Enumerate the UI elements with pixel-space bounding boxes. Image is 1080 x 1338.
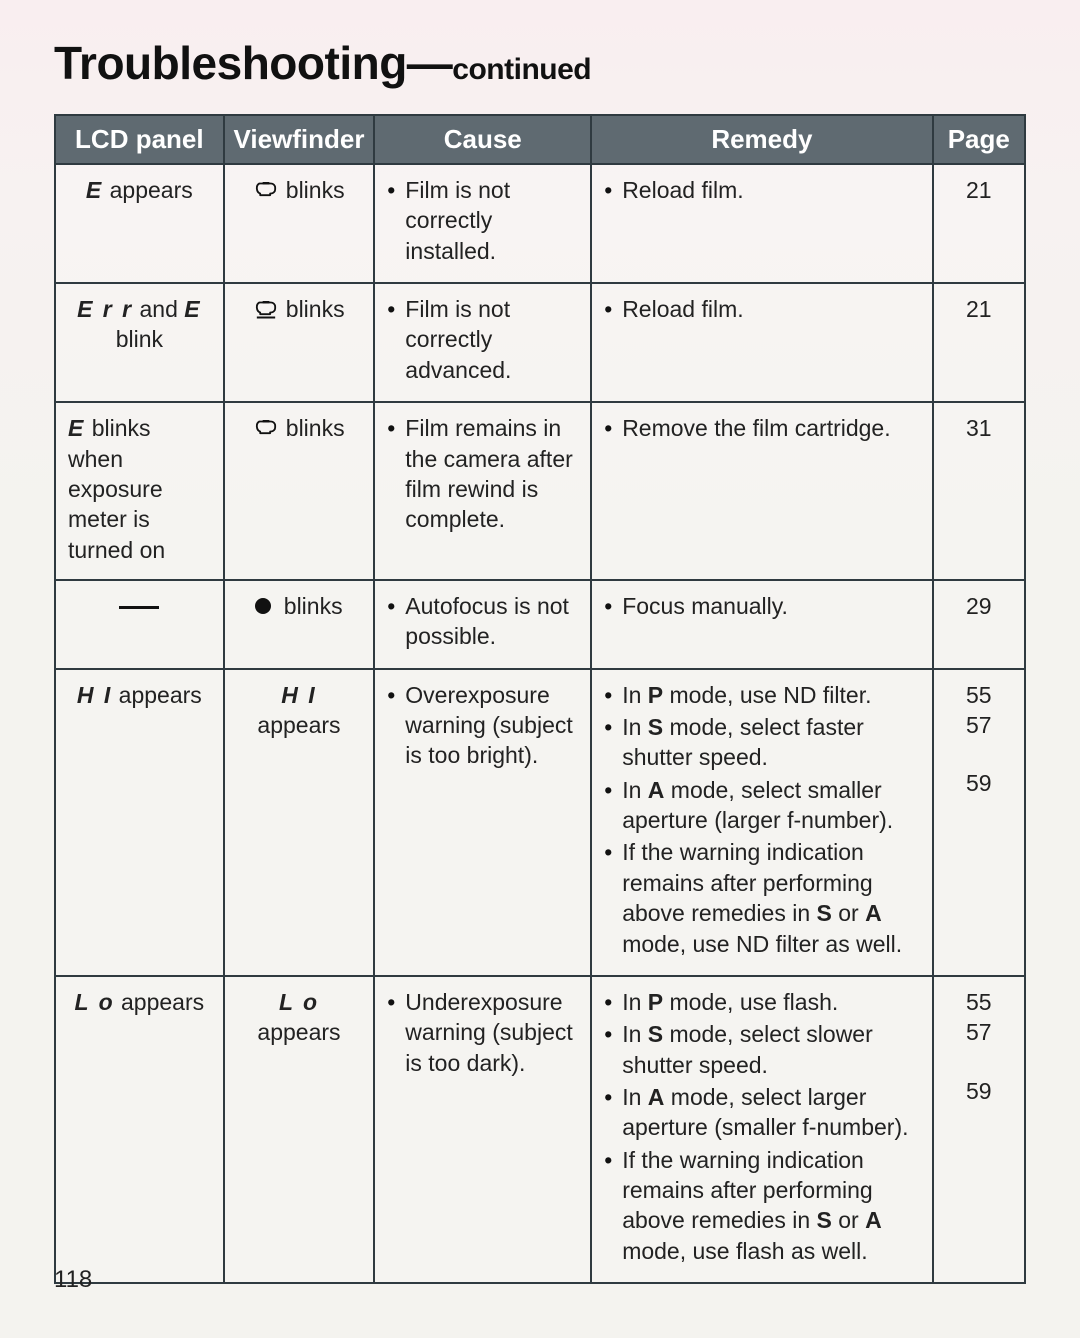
bullet-item: In S mode, select slower shutter speed. bbox=[604, 1019, 919, 1080]
page-cell: 5557 59 bbox=[933, 669, 1025, 976]
col-page: Page bbox=[933, 115, 1025, 164]
title-main: Troubleshooting— bbox=[54, 37, 452, 89]
col-lcd: LCD panel bbox=[55, 115, 224, 164]
table-row: E blinks when exposure meter is turned o… bbox=[55, 402, 1025, 580]
viewfinder-cell: blinks bbox=[224, 283, 375, 402]
table-row: E appears blinksFilm is not correctly in… bbox=[55, 164, 1025, 283]
page-cell: 29 bbox=[933, 580, 1025, 669]
dash-icon bbox=[119, 606, 159, 609]
viewfinder-cell: blinks bbox=[224, 164, 375, 283]
page-ref: 59 bbox=[946, 768, 1012, 798]
page-ref: 21 bbox=[946, 294, 1012, 324]
cartridge-icon bbox=[253, 296, 279, 322]
table-row: H I appearsH I appearsOverexposure warni… bbox=[55, 669, 1025, 976]
focus-dot-icon bbox=[255, 598, 271, 614]
bullet-item: In P mode, use ND filter. bbox=[604, 680, 919, 710]
bullet-item: In P mode, use flash. bbox=[604, 987, 919, 1017]
table-header-row: LCD panel Viewfinder Cause Remedy Page bbox=[55, 115, 1025, 164]
cause-cell: Film is not correctly installed. bbox=[374, 164, 591, 283]
lcd-cell: L o appears bbox=[55, 976, 224, 1283]
bullet-item: Autofocus is not possible. bbox=[387, 591, 578, 652]
table-row: L o appearsL o appearsUnderexposure warn… bbox=[55, 976, 1025, 1283]
remedy-cell: In P mode, use ND filter.In S mode, sele… bbox=[591, 669, 932, 976]
bullet-item: Film is not correctly advanced. bbox=[387, 294, 578, 385]
remedy-cell: Reload film. bbox=[591, 283, 932, 402]
bullet-item: Overexposure warning (subject is too bri… bbox=[387, 680, 578, 771]
bullet-item: Film remains in the camera after film re… bbox=[387, 413, 578, 534]
col-remedy: Remedy bbox=[591, 115, 932, 164]
page-cell: 31 bbox=[933, 402, 1025, 580]
bullet-item: Focus manually. bbox=[604, 591, 919, 621]
bullet-item: In A mode, select larger aperture (small… bbox=[604, 1082, 919, 1143]
remedy-cell: Remove the film cartridge. bbox=[591, 402, 932, 580]
title-sub: continued bbox=[452, 53, 591, 86]
page-number: 118 bbox=[54, 1266, 92, 1294]
page-ref: 21 bbox=[946, 175, 1012, 205]
bullet-item: If the warning indication remains after … bbox=[604, 837, 919, 958]
col-cause: Cause bbox=[374, 115, 591, 164]
cause-cell: Film is not correctly advanced. bbox=[374, 283, 591, 402]
remedy-cell: Focus manually. bbox=[591, 580, 932, 669]
page-ref: 29 bbox=[946, 591, 1012, 621]
cartridge-icon bbox=[253, 177, 279, 203]
page-ref: 55 bbox=[946, 987, 1012, 1017]
bullet-item: Reload film. bbox=[604, 175, 919, 205]
cartridge-icon bbox=[253, 415, 279, 441]
bullet-item: In A mode, select smaller aperture (larg… bbox=[604, 775, 919, 836]
bullet-item: Film is not correctly installed. bbox=[387, 175, 578, 266]
viewfinder-cell: blinks bbox=[224, 402, 375, 580]
cause-cell: Film remains in the camera after film re… bbox=[374, 402, 591, 580]
viewfinder-cell: L o appears bbox=[224, 976, 375, 1283]
page-cell: 5557 59 bbox=[933, 976, 1025, 1283]
remedy-cell: Reload film. bbox=[591, 164, 932, 283]
page-ref: 57 bbox=[946, 710, 1012, 740]
cause-cell: Autofocus is not possible. bbox=[374, 580, 591, 669]
lcd-cell: E r r and E blink bbox=[55, 283, 224, 402]
bullet-item: Reload film. bbox=[604, 294, 919, 324]
lcd-cell: E blinks when exposure meter is turned o… bbox=[55, 402, 224, 580]
viewfinder-cell: blinks bbox=[224, 580, 375, 669]
table-row: E r r and E blink blinksFilm is not corr… bbox=[55, 283, 1025, 402]
page-cell: 21 bbox=[933, 283, 1025, 402]
lcd-cell: E appears bbox=[55, 164, 224, 283]
page-ref: 57 bbox=[946, 1017, 1012, 1047]
page-cell: 21 bbox=[933, 164, 1025, 283]
remedy-cell: In P mode, use flash.In S mode, select s… bbox=[591, 976, 932, 1283]
lcd-cell bbox=[55, 580, 224, 669]
cause-cell: Underexposure warning (subject is too da… bbox=[374, 976, 591, 1283]
table-row: blinksAutofocus is not possible. Focus ma… bbox=[55, 580, 1025, 669]
bullet-item: Remove the film cartridge. bbox=[604, 413, 919, 443]
page-ref: 59 bbox=[946, 1076, 1012, 1106]
troubleshooting-table: LCD panel Viewfinder Cause Remedy Page E… bbox=[54, 114, 1026, 1284]
bullet-item: If the warning indication remains after … bbox=[604, 1145, 919, 1266]
col-viewfinder: Viewfinder bbox=[224, 115, 375, 164]
page-title: Troubleshooting—continued bbox=[54, 36, 1026, 90]
cause-cell: Overexposure warning (subject is too bri… bbox=[374, 669, 591, 976]
page-ref: 31 bbox=[946, 413, 1012, 443]
viewfinder-cell: H I appears bbox=[224, 669, 375, 976]
bullet-item: In S mode, select faster shutter speed. bbox=[604, 712, 919, 773]
page-ref: 55 bbox=[946, 680, 1012, 710]
bullet-item: Underexposure warning (subject is too da… bbox=[387, 987, 578, 1078]
lcd-cell: H I appears bbox=[55, 669, 224, 976]
